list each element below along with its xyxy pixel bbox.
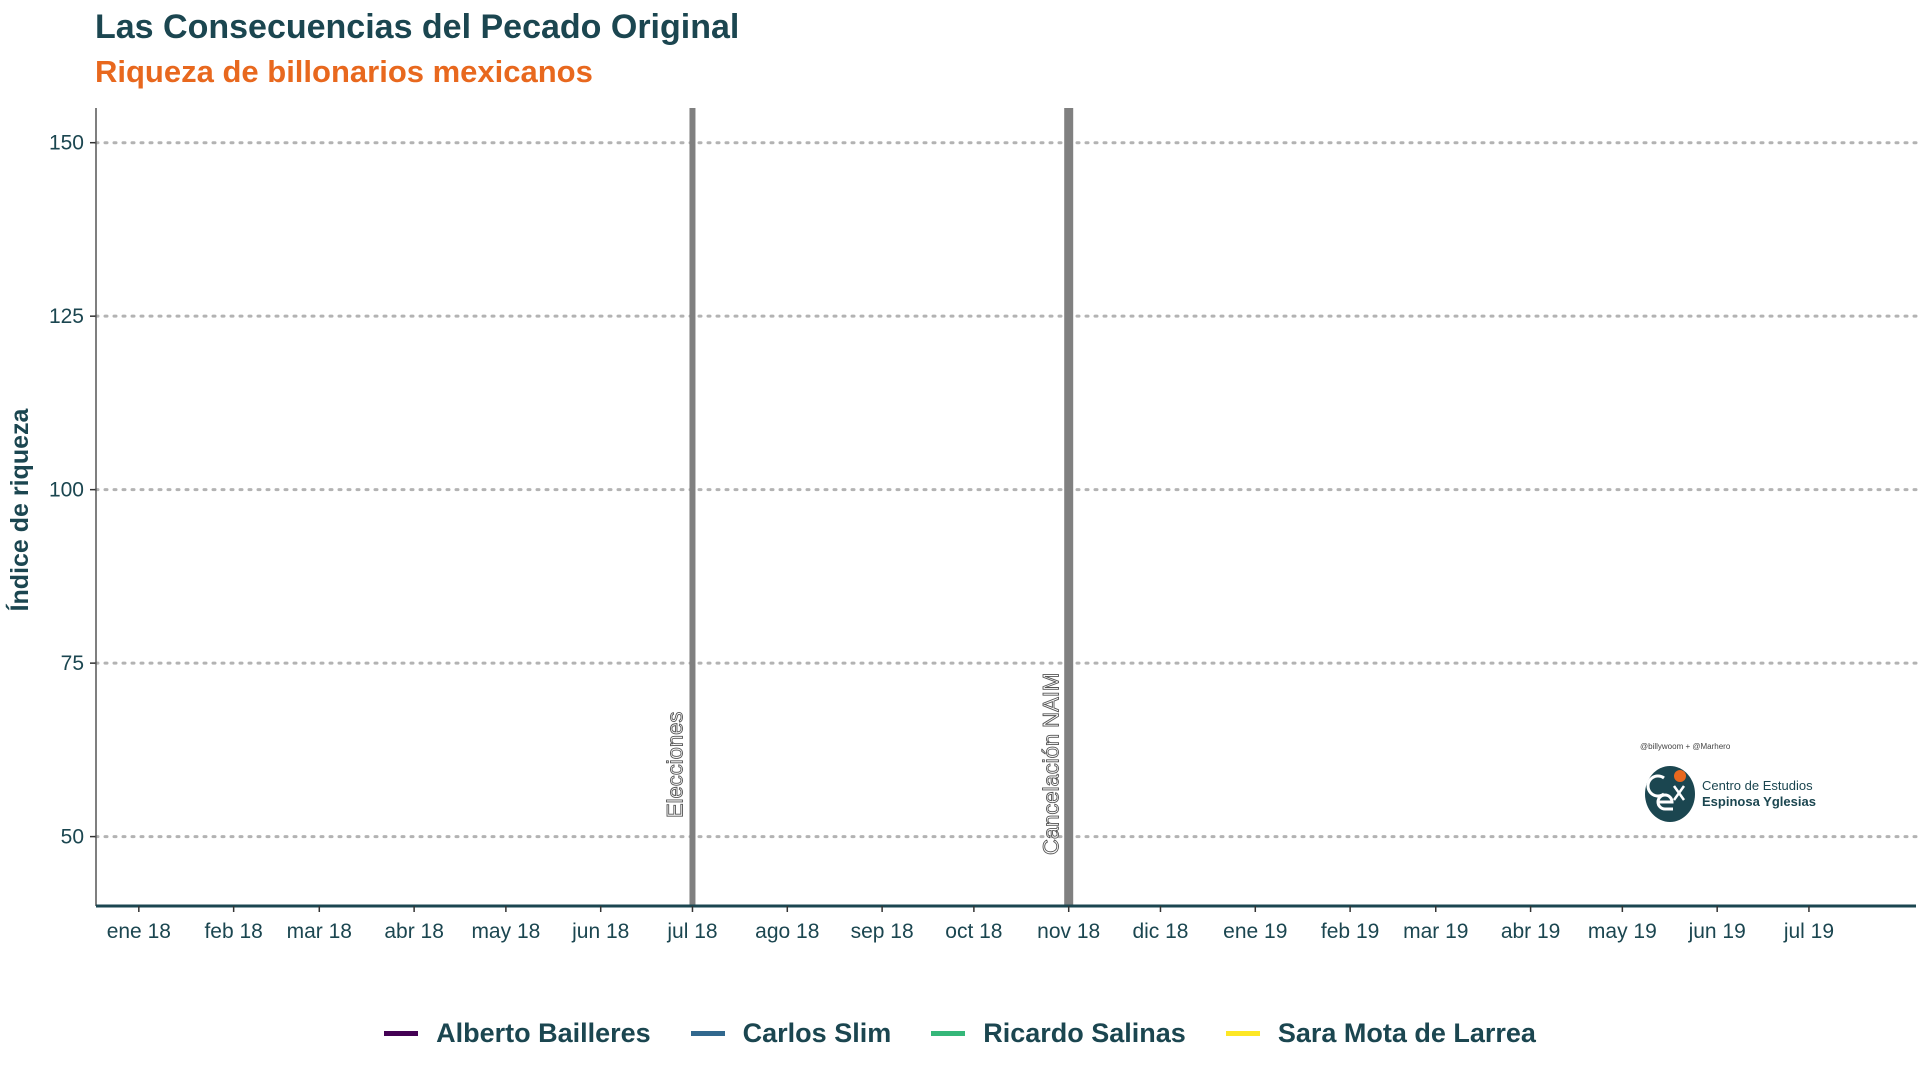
legend-item: Ricardo Salinas — [931, 1018, 1186, 1049]
x-tick-label: ene 18 — [107, 920, 171, 943]
x-tick-label: jul 18 — [666, 920, 717, 943]
x-tick-label: abr 18 — [384, 920, 444, 943]
logo-credit: @billywoom + @Marhero — [1640, 742, 1731, 751]
legend-label: Alberto Bailleres — [436, 1018, 651, 1048]
ceey-logo-icon — [1645, 766, 1695, 822]
x-tick-label: jul 19 — [1783, 920, 1834, 943]
legend-item: Sara Mota de Larrea — [1225, 1018, 1536, 1049]
gridlines — [94, 141, 1918, 839]
x-tick-label: nov 18 — [1037, 920, 1100, 943]
legend-key — [931, 1031, 966, 1036]
legend-label: Carlos Slim — [742, 1018, 892, 1048]
legend-key — [1225, 1031, 1260, 1036]
ceey-logo: @billywoom + @Marhero Centro de Estudios… — [1640, 742, 1840, 832]
legend: Alberto Bailleres Carlos Slim Ricardo Sali… — [0, 1018, 1920, 1049]
x-tick-label: ene 19 — [1223, 920, 1287, 943]
event-markers: Elecciones Cancelación NAIM — [662, 108, 1074, 906]
x-tick-label: may 18 — [471, 920, 540, 943]
x-tick-label: sep 18 — [851, 920, 914, 943]
legend-label: Sara Mota de Larrea — [1277, 1018, 1536, 1048]
legend-key — [690, 1031, 725, 1036]
y-axis-label: Índice de riqueza — [5, 407, 34, 611]
chart-subtitle: Riqueza de billonarios mexicanos — [95, 54, 593, 89]
x-tick-label: jun 18 — [571, 920, 629, 943]
x-tick-label: mar 18 — [287, 920, 352, 943]
axes: 50 75 100 125 150 ene 18 feb 18 mar 18 abr 18 may… — [49, 108, 1916, 943]
x-tick-label: dic 18 — [1132, 920, 1188, 943]
legend-item: Alberto Bailleres — [384, 1018, 651, 1049]
line-chart: Elecciones Cancelación NAIM 50 75 100 125 150… — [5, 108, 1918, 943]
x-tick-label: feb 19 — [1321, 920, 1379, 943]
legend-item: Carlos Slim — [690, 1018, 892, 1049]
legend-key — [384, 1031, 419, 1036]
event-label: Cancelación NAIM — [1039, 673, 1064, 855]
x-tick-label: mar 19 — [1403, 920, 1468, 943]
legend-label: Ricardo Salinas — [983, 1018, 1186, 1048]
y-tick-label: 125 — [49, 305, 84, 328]
y-tick-label: 50 — [61, 826, 84, 849]
chart-title: Las Consecuencias del Pecado Original — [95, 8, 740, 46]
logo-text-line2: Espinosa Yglesias — [1702, 794, 1816, 809]
x-tick-label: oct 18 — [945, 920, 1002, 943]
x-tick-label: feb 18 — [204, 920, 262, 943]
x-tick-label: may 19 — [1588, 920, 1657, 943]
x-tick-label: jun 19 — [1688, 920, 1746, 943]
y-tick-label: 75 — [61, 652, 84, 675]
y-tick-label: 150 — [49, 132, 84, 155]
x-tick-label: ago 18 — [755, 920, 819, 943]
y-tick-label: 100 — [49, 479, 84, 502]
logo-text-line1: Centro de Estudios — [1702, 778, 1813, 793]
x-tick-label: abr 19 — [1501, 920, 1561, 943]
event-label: Elecciones — [662, 712, 687, 818]
